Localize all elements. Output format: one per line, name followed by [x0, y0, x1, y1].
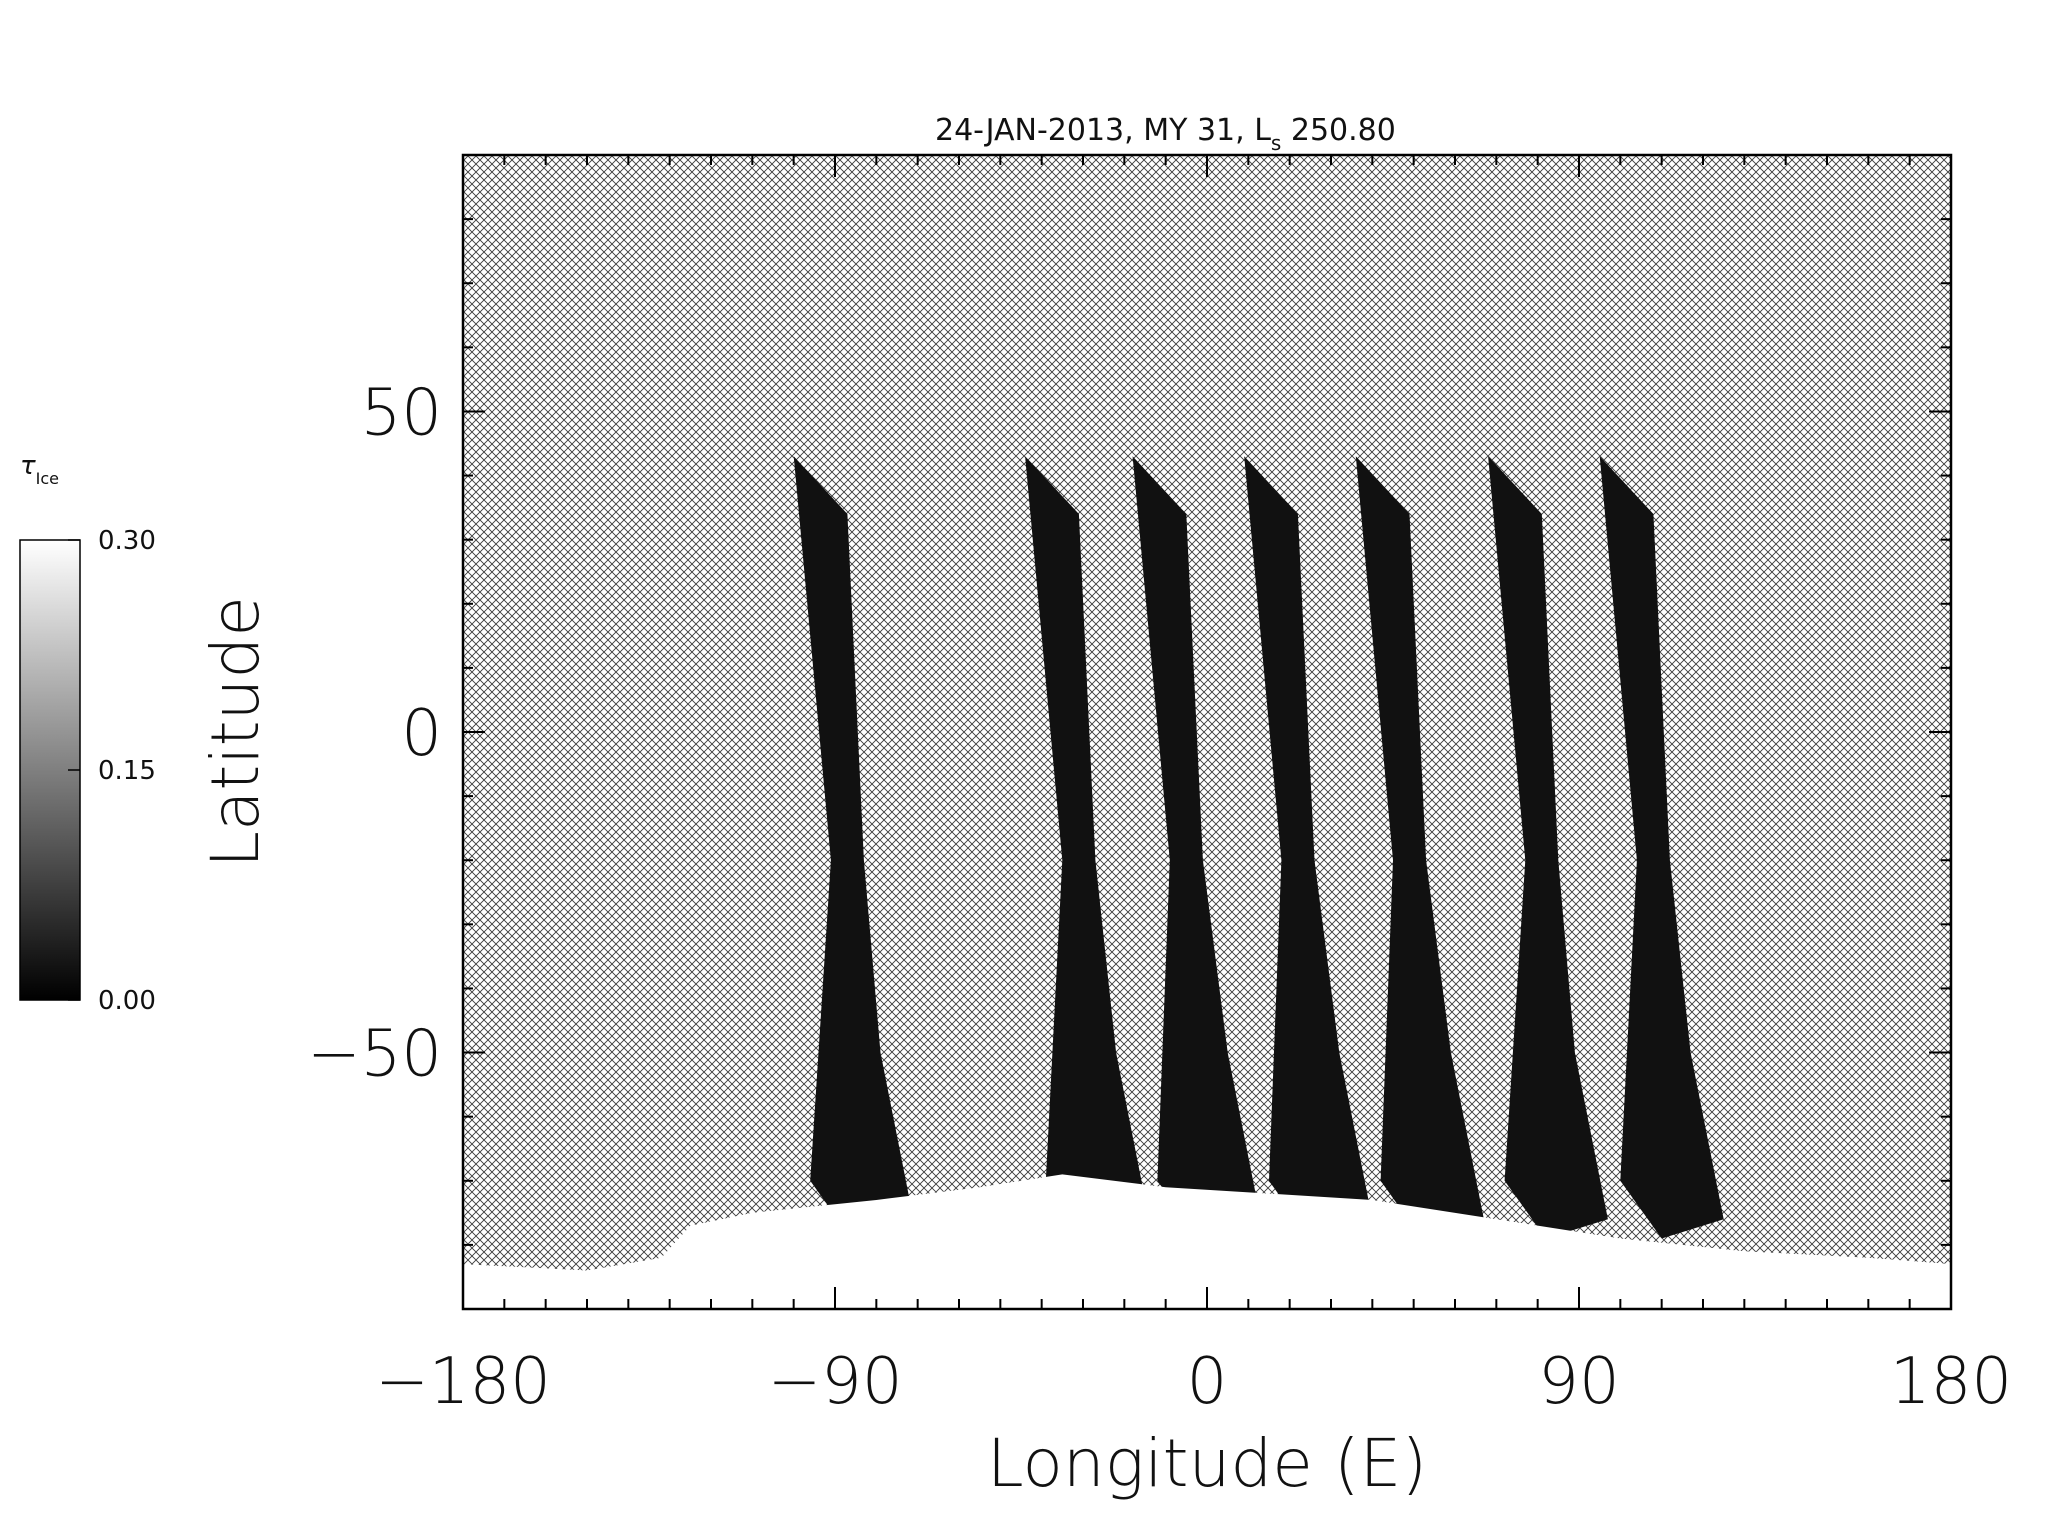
x-tick-label: 180	[1890, 1345, 2012, 1419]
plot-area	[463, 155, 1951, 1309]
title-subscript: s	[1271, 131, 1281, 155]
x-tick-labels: −180 −90 0 90 180	[375, 1345, 2012, 1419]
colorbar-ticks: 0.00 0.15 0.30	[68, 526, 156, 1016]
ice-swath-1	[793, 456, 914, 1239]
ice-swath-3	[1132, 456, 1261, 1239]
polar-ice-region	[463, 1174, 1951, 1309]
title-suffix: 250.80	[1281, 113, 1396, 148]
x-axis-label: Longitude (E)	[987, 1425, 1427, 1502]
x-tick-label: −180	[375, 1345, 551, 1419]
y-tick-label: −50	[307, 1018, 442, 1092]
colorbar-tick-label: 0.00	[98, 986, 156, 1016]
colorbar-label: τIce	[20, 451, 59, 488]
ice-swath-4	[1244, 456, 1373, 1239]
ice-swath-6	[1488, 456, 1608, 1239]
ice-swath-7	[1599, 456, 1724, 1239]
chart-title: 24-JAN-2013, MY 31, Ls 250.80	[935, 113, 1396, 155]
x-tick-label: 0	[1187, 1345, 1228, 1419]
colorbar-label-subscript: Ice	[36, 469, 59, 488]
x-tick-label: −90	[767, 1345, 902, 1419]
y-tick-labels: −50 0 50	[307, 376, 442, 1091]
colorbar-tick-label: 0.30	[98, 526, 156, 556]
ice-swath-5	[1355, 456, 1484, 1239]
y-tick-label: 50	[361, 376, 442, 450]
ice-swath-2	[1025, 456, 1150, 1239]
colorbar-label-main: τ	[20, 451, 36, 481]
title-main: 24-JAN-2013, MY 31, L	[935, 113, 1271, 148]
colorbar-tick-label: 0.15	[98, 756, 156, 786]
axis-ticks	[462, 155, 1952, 1309]
ice-opacity-swaths	[793, 456, 1724, 1239]
y-axis-label: Latitude	[197, 596, 274, 868]
x-tick-label: 90	[1538, 1345, 1619, 1419]
y-tick-label: 0	[401, 697, 442, 771]
colorbar: τIce 0.00 0.15 0.30	[19, 451, 156, 1016]
